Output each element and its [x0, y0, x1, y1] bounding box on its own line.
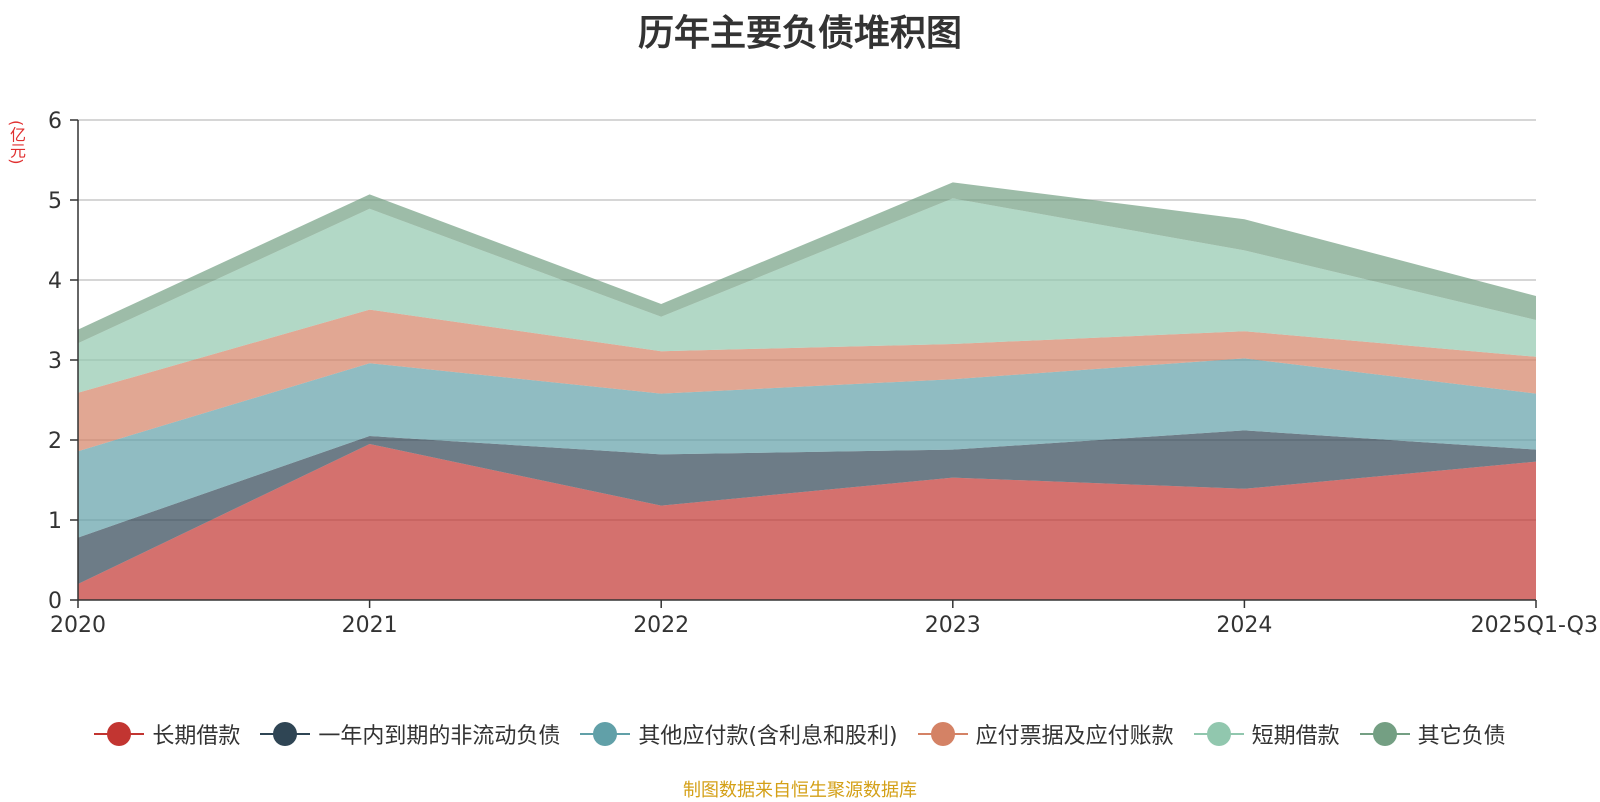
x-tick-label: 2024	[1216, 613, 1272, 638]
legend-marker-icon	[1193, 722, 1244, 746]
x-tick-label: 2022	[633, 613, 689, 638]
legend-label: 应付票据及应付账款	[975, 724, 1174, 749]
series-areas	[78, 182, 1536, 600]
legend-item-3[interactable]: 应付票据及应付账款	[917, 718, 1174, 750]
y-tick-label: 3	[48, 349, 62, 374]
stacked-area-chart: 0 1 2 3 4 5 6 2020 2021 2022 2023 2024 2025Q1-Q3	[48, 109, 1598, 638]
legend: 长期借款 一年内到期的非流动负债 其他应付款(含利息和股利) 应付票据及应付账款 短期借…	[0, 714, 1600, 754]
legend-label: 长期借款	[152, 724, 241, 749]
area-series-3	[78, 309, 1536, 452]
area-series-4	[78, 198, 1536, 393]
chart-title: 历年主要负债堆积图	[637, 13, 962, 54]
y-tick-label: 0	[48, 589, 62, 614]
area-series-1	[78, 430, 1536, 584]
legend-label: 短期借款	[1251, 724, 1340, 749]
legend-marker-icon	[1359, 722, 1410, 746]
legend-item-1[interactable]: 一年内到期的非流动负债	[260, 718, 560, 750]
legend-marker-icon	[260, 722, 311, 746]
axes: 0 1 2 3 4 5 6 2020 2021 2022 2023 2024 2025Q1-Q3	[48, 109, 1598, 638]
legend-item-5[interactable]: 其它负债	[1359, 718, 1506, 750]
area-series-0	[78, 444, 1536, 600]
legend-item-2[interactable]: 其他应付款(含利息和股利)	[580, 718, 898, 750]
y-tick-label: 2	[48, 429, 62, 454]
legend-marker-icon	[917, 722, 968, 746]
legend-label: 其它负债	[1417, 724, 1506, 749]
y-axis-unit: (亿元)	[7, 120, 26, 165]
x-tick-label: 2021	[342, 613, 398, 638]
y-tick-label: 6	[48, 109, 62, 134]
x-tick-label: 2023	[925, 613, 981, 638]
legend-marker-icon	[580, 722, 631, 746]
y-tick-label: 4	[48, 269, 62, 294]
area-series-2	[78, 358, 1536, 538]
y-tick-label: 5	[48, 189, 62, 214]
legend-label: 一年内到期的非流动负债	[318, 724, 561, 749]
legend-marker-icon	[94, 722, 145, 746]
area-series-5	[78, 182, 1536, 344]
source-note: 制图数据来自恒生聚源数据库	[683, 780, 917, 801]
legend-item-4[interactable]: 短期借款	[1193, 718, 1340, 750]
legend-label: 其他应付款(含利息和股利)	[638, 724, 898, 749]
x-tick-label: 2025Q1-Q3	[1471, 613, 1598, 638]
y-tick-label: 1	[48, 509, 62, 534]
legend-item-0[interactable]: 长期借款	[94, 718, 240, 750]
x-tick-label: 2020	[50, 613, 106, 638]
